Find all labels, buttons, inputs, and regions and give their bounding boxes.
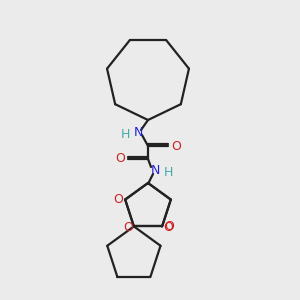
Text: O: O [171,140,181,152]
Text: O: O [123,221,133,234]
Text: O: O [113,193,123,206]
Text: N: N [150,164,160,176]
Text: H: H [120,128,130,140]
Text: O: O [164,220,174,233]
Text: N: N [133,127,143,140]
Text: O: O [163,221,173,234]
Text: H: H [163,166,173,178]
Text: O: O [115,152,125,166]
